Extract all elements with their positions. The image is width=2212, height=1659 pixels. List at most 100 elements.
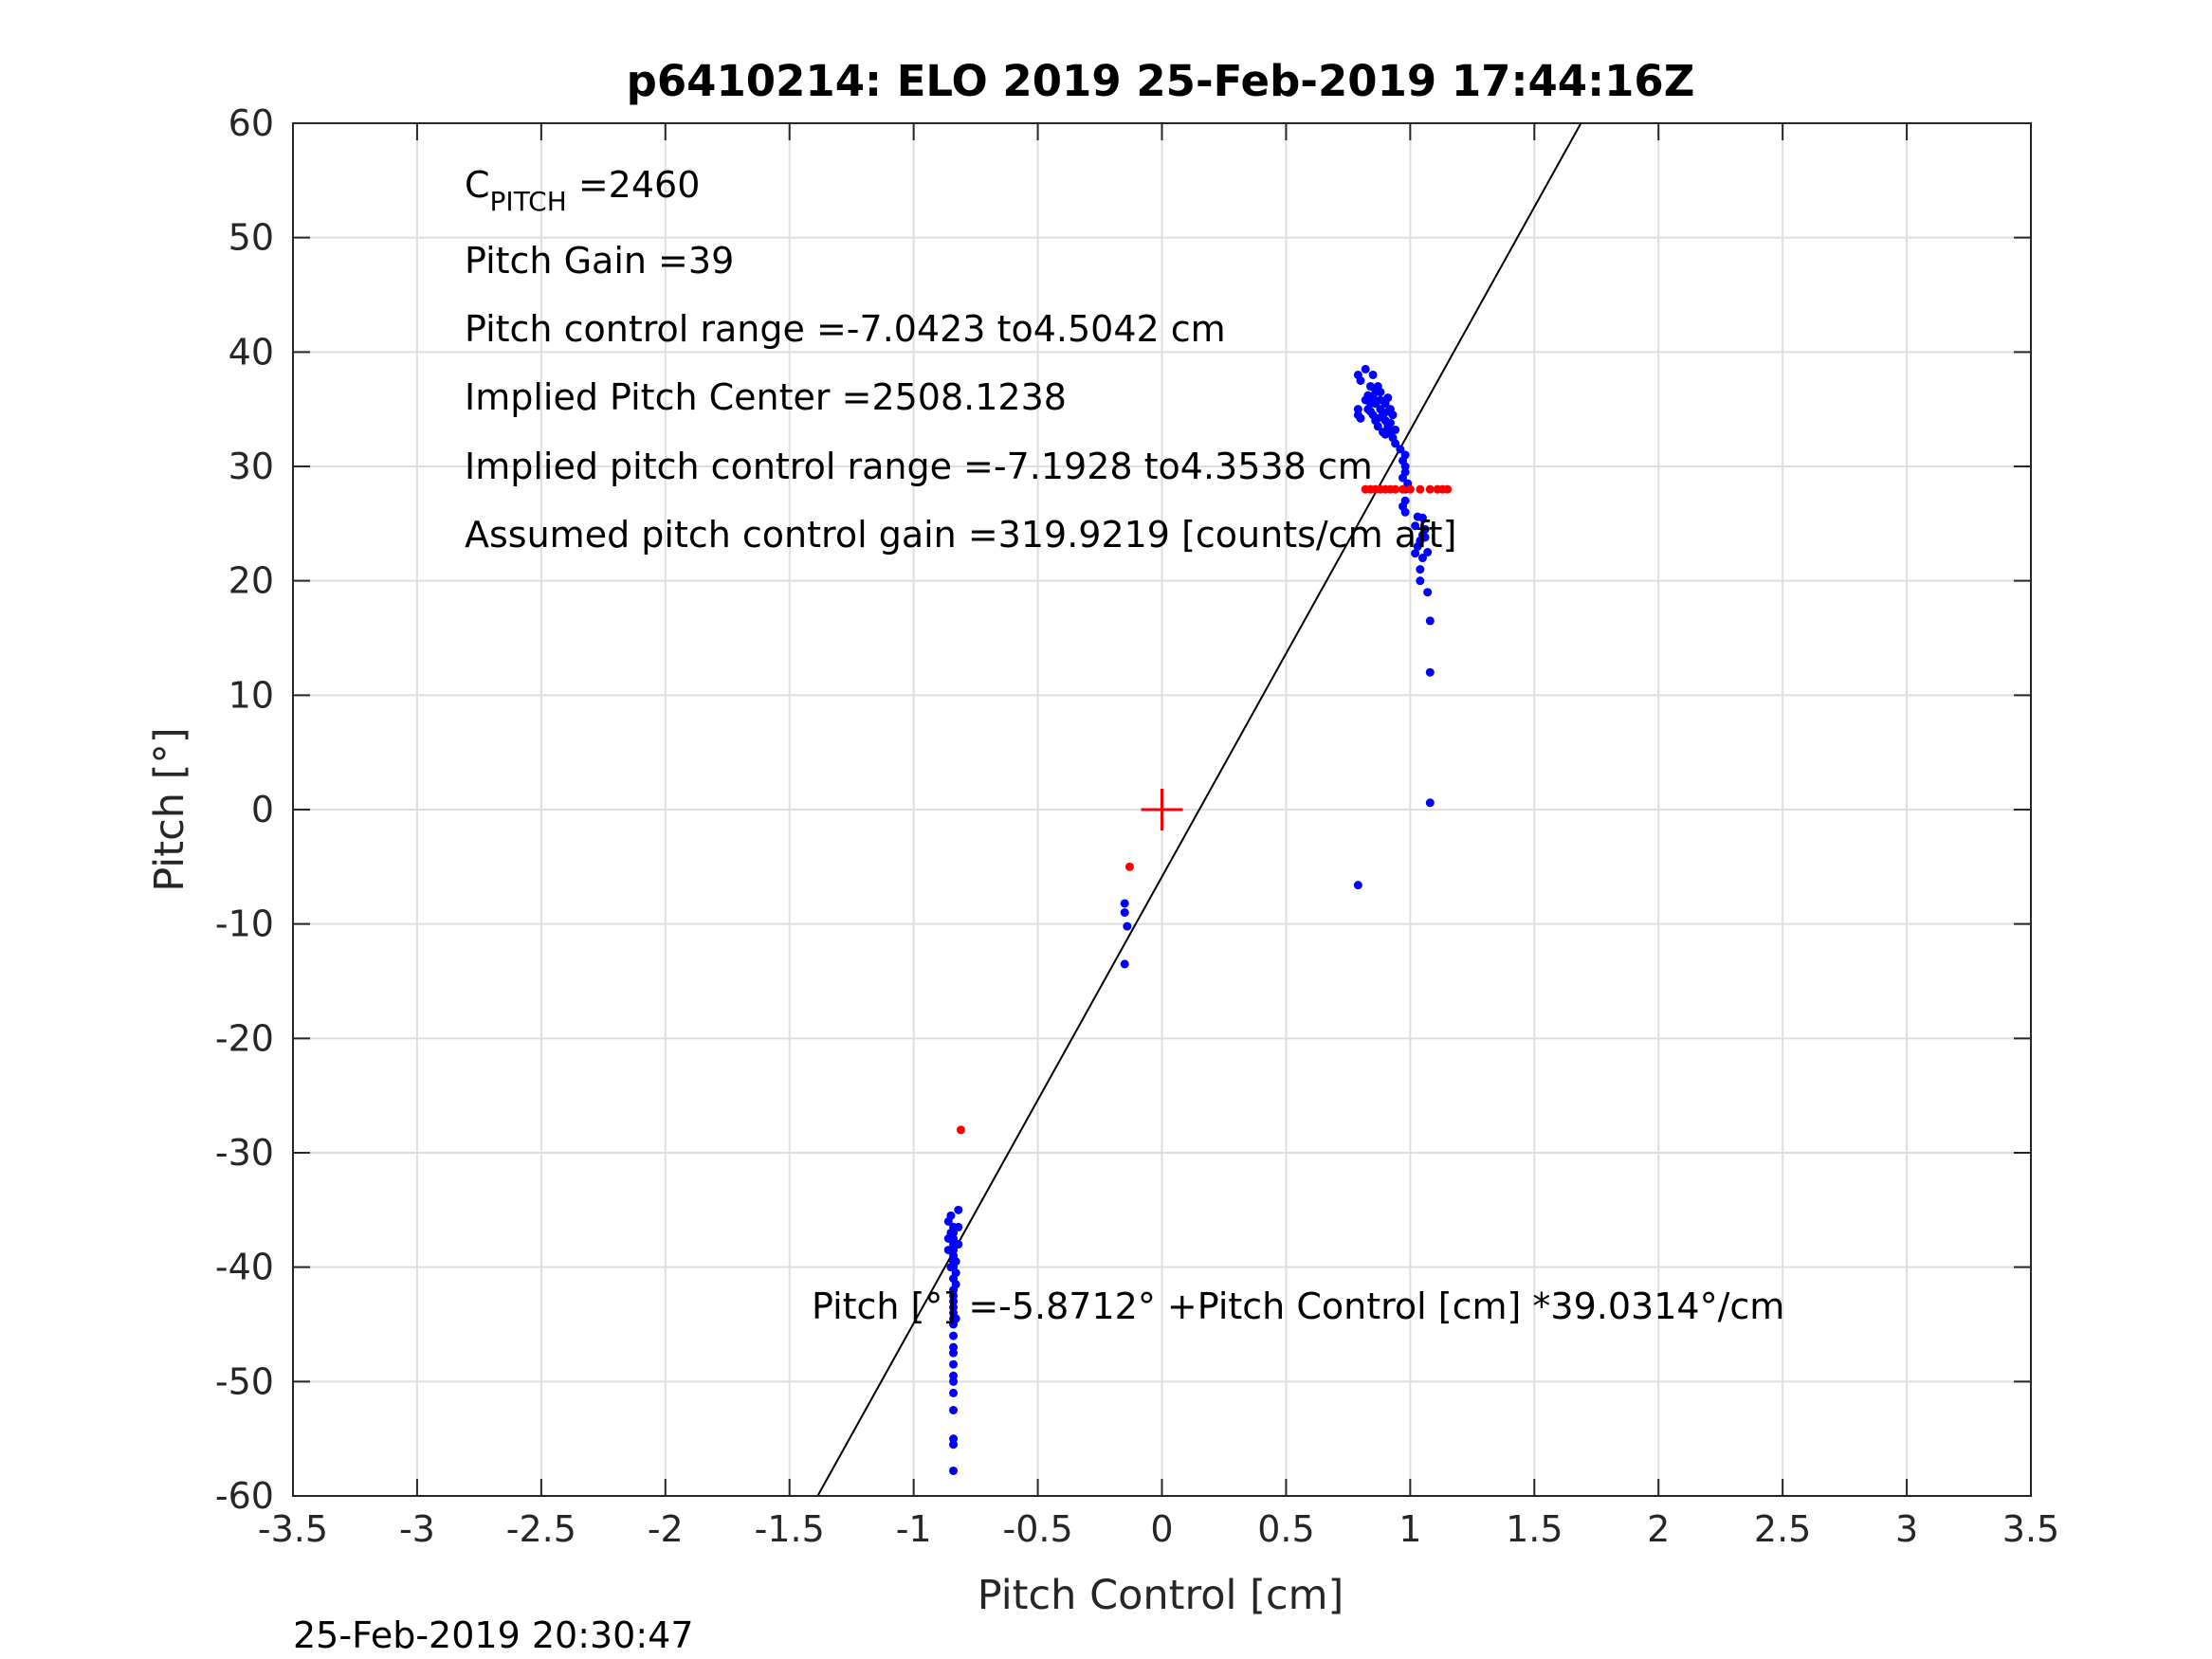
data-point bbox=[1416, 565, 1425, 574]
data-point bbox=[951, 1268, 960, 1278]
x-axis-label: Pitch Control [cm] bbox=[978, 1572, 1344, 1619]
data-point bbox=[951, 1314, 960, 1323]
data-point bbox=[1423, 548, 1433, 556]
x-tick-label: 3.5 bbox=[2002, 1508, 2059, 1550]
data-point bbox=[1425, 667, 1435, 677]
data-point bbox=[949, 1466, 959, 1475]
chart-title: p6410214: ELO 2019 25-Feb-2019 17:44:16Z bbox=[627, 56, 1695, 106]
implied-center-annotation: Implied Pitch Center =2508.1238 bbox=[465, 376, 1067, 418]
x-tick-label: 1.5 bbox=[1506, 1508, 1563, 1550]
data-point bbox=[1376, 395, 1385, 405]
data-point bbox=[1353, 370, 1362, 379]
data-point bbox=[943, 1246, 953, 1255]
data-point bbox=[1405, 484, 1415, 494]
data-point bbox=[1356, 413, 1365, 423]
y-axis-label: Pitch [°] bbox=[146, 727, 193, 891]
data-point bbox=[1413, 512, 1422, 521]
y-tick-label: -30 bbox=[215, 1132, 274, 1174]
data-point bbox=[1398, 484, 1408, 494]
y-tick-label: 10 bbox=[229, 674, 274, 716]
data-point bbox=[1417, 554, 1427, 563]
data-point bbox=[949, 1371, 959, 1380]
assumed-gain-annotation: Assumed pitch control gain =319.9219 [co… bbox=[465, 514, 1456, 556]
y-tick-label: 20 bbox=[229, 560, 274, 602]
data-point bbox=[946, 1211, 956, 1220]
data-point bbox=[1443, 484, 1453, 494]
data-point bbox=[1391, 484, 1400, 494]
data-point bbox=[1416, 576, 1425, 586]
data-point bbox=[949, 1406, 959, 1414]
data-point bbox=[949, 1388, 959, 1397]
data-point bbox=[949, 1434, 959, 1444]
data-point bbox=[951, 1257, 960, 1267]
pitch-gain-annotation: Pitch Gain =39 bbox=[465, 240, 734, 282]
y-tick-label: 0 bbox=[251, 789, 274, 830]
y-tick-label: 50 bbox=[229, 217, 274, 259]
x-tick-label: -3.5 bbox=[258, 1508, 328, 1550]
implied-range-annotation: Implied pitch control range =-7.1928 to4… bbox=[465, 446, 1373, 487]
data-point bbox=[1123, 921, 1132, 931]
data-point bbox=[1373, 413, 1382, 423]
data-point bbox=[1416, 484, 1425, 494]
control-range-annotation: Pitch control range =-7.0423 to4.5042 cm bbox=[465, 308, 1226, 350]
x-tick-label: 2 bbox=[1647, 1508, 1670, 1550]
data-point bbox=[1385, 418, 1395, 428]
data-point bbox=[954, 1240, 963, 1249]
data-point bbox=[1411, 549, 1420, 558]
y-tick-label: -20 bbox=[215, 1017, 274, 1059]
y-tick-label: -40 bbox=[215, 1247, 274, 1288]
c-pitch-annotation: CPITCH =2460 bbox=[465, 164, 700, 217]
data-point bbox=[1120, 959, 1129, 969]
data-point bbox=[1423, 588, 1433, 597]
y-tick-label: -10 bbox=[215, 903, 274, 945]
y-tick-label: -50 bbox=[215, 1360, 274, 1402]
x-tick-label: 0 bbox=[1150, 1508, 1173, 1550]
data-point bbox=[1425, 616, 1435, 626]
data-point bbox=[956, 1125, 965, 1135]
data-point bbox=[1383, 407, 1393, 416]
x-tick-labels: -3.5 -3 -2.5 -2 -1.5 -1 -0.5 0 0.5 1 1.5 2 2.5 3 3.5 bbox=[258, 1508, 2059, 1550]
data-point bbox=[1411, 521, 1420, 531]
x-tick-label: -0.5 bbox=[1002, 1508, 1072, 1550]
data-point bbox=[949, 1342, 959, 1352]
axis-ticks bbox=[292, 122, 2032, 1497]
annotation-block: CPITCH =2460 Pitch Gain =39 Pitch contro… bbox=[465, 164, 1784, 1327]
data-point bbox=[943, 1234, 953, 1243]
data-points bbox=[943, 364, 1453, 1475]
data-point bbox=[1371, 384, 1380, 393]
x-tick-label: 1 bbox=[1398, 1508, 1421, 1550]
data-point bbox=[1380, 429, 1390, 439]
y-tick-label: 60 bbox=[229, 102, 274, 144]
y-tick-label: 30 bbox=[229, 446, 274, 487]
x-tick-label: -3 bbox=[399, 1508, 435, 1550]
data-point bbox=[946, 1263, 956, 1272]
x-tick-label: -1 bbox=[896, 1508, 932, 1550]
data-point bbox=[949, 1331, 959, 1340]
y-tick-labels: -60 -50 -40 -30 -20 -10 0 10 20 30 40 50 60 bbox=[215, 102, 274, 1517]
x-tick-label: 0.5 bbox=[1257, 1508, 1314, 1550]
data-point bbox=[1124, 862, 1134, 871]
c-pitch-value: =2460 bbox=[567, 164, 701, 206]
data-point bbox=[1425, 484, 1435, 494]
data-point bbox=[1396, 445, 1405, 454]
data-point bbox=[1368, 370, 1378, 379]
fit-equation-annotation: Pitch [°] =-5.8712° +Pitch Control [cm] … bbox=[812, 1285, 1784, 1327]
x-tick-label: -2 bbox=[648, 1508, 684, 1550]
data-point bbox=[1120, 899, 1129, 908]
x-tick-label: -2.5 bbox=[506, 1508, 576, 1550]
data-point bbox=[1353, 881, 1362, 890]
y-tick-label: -60 bbox=[215, 1475, 274, 1517]
data-point bbox=[954, 1205, 963, 1214]
data-point bbox=[1376, 405, 1385, 414]
data-point bbox=[1400, 507, 1410, 517]
data-point bbox=[1400, 450, 1410, 460]
c-pitch-subscript: PITCH bbox=[490, 186, 567, 217]
fit-line-layer bbox=[816, 122, 1582, 1497]
data-point bbox=[1420, 533, 1430, 542]
data-point bbox=[1120, 908, 1129, 918]
data-point bbox=[1425, 798, 1435, 808]
data-point bbox=[951, 1280, 960, 1289]
data-point bbox=[1420, 524, 1430, 534]
y-tick-label: 40 bbox=[229, 331, 274, 373]
